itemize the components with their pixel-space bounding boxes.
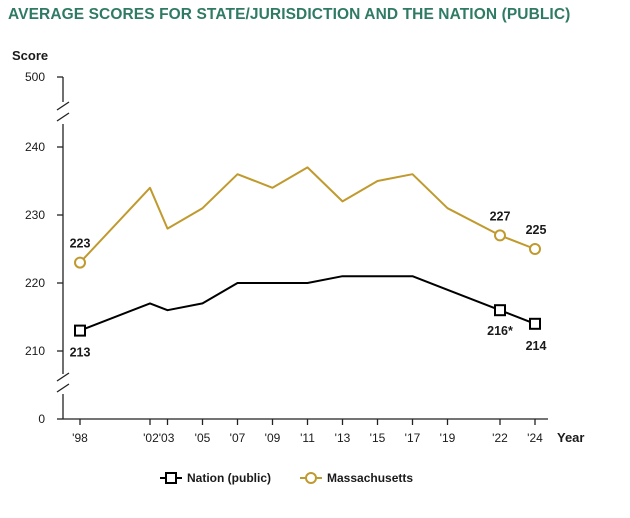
legend-nation-marker xyxy=(165,472,177,484)
x-tick-label: '02'03 xyxy=(143,431,175,445)
x-tick-label: '22 xyxy=(492,431,508,445)
y-tick-label: 230 xyxy=(25,208,45,222)
nation-marker xyxy=(494,304,506,317)
legend-massachusetts-label: Massachusetts xyxy=(327,471,413,485)
y-tick-label: 500 xyxy=(25,70,45,84)
x-tick-label: '09 xyxy=(265,431,281,445)
x-tick-label: '07 xyxy=(230,431,246,445)
x-tick-label: '98 xyxy=(72,431,88,445)
data-labels: 213 216* 214 223 227 225 xyxy=(70,209,547,359)
axis-break-mark xyxy=(56,383,70,393)
x-tick-label: '11 xyxy=(300,431,315,445)
axis-break-mark xyxy=(56,112,70,122)
axis-break-mark xyxy=(56,372,70,382)
y-axis-title: Score xyxy=(12,48,48,63)
data-label: 227 xyxy=(490,209,511,223)
nation-line xyxy=(79,275,536,332)
data-label: 223 xyxy=(70,237,91,251)
x-tick-label: '19 xyxy=(440,431,456,445)
massachusetts-marker xyxy=(529,243,541,255)
massachusetts-marker xyxy=(494,229,506,242)
y-tick-label: 220 xyxy=(25,276,45,290)
series-group xyxy=(74,166,541,337)
legend-massachusetts-marker xyxy=(305,472,317,484)
y-tick-label: 240 xyxy=(25,140,45,154)
y-tick-label: 210 xyxy=(25,344,45,358)
axes: 0 210 220 230 240 500 Score '98 '02'03 '05 '07 '09 '… xyxy=(12,48,584,445)
massachusetts-line xyxy=(79,166,536,264)
axis-break-mark xyxy=(56,101,70,111)
x-tick-label: '05 xyxy=(195,431,211,445)
x-tick-label: '13 xyxy=(335,431,351,445)
massachusetts-marker xyxy=(74,256,86,269)
data-label: 213 xyxy=(70,346,91,360)
nation-marker xyxy=(529,317,541,330)
data-label: 225 xyxy=(526,223,547,237)
legend: Nation (public) Massachusetts xyxy=(160,471,413,485)
legend-nation-label: Nation (public) xyxy=(187,471,271,485)
chart-title: AVERAGE SCORES FOR STATE/JURISDICTION AN… xyxy=(8,6,571,23)
x-axis-title: Year xyxy=(557,430,584,445)
y-tick-label: 0 xyxy=(38,412,45,426)
nation-marker xyxy=(74,324,86,337)
x-tick-label: '15 xyxy=(370,431,386,445)
x-tick-label: '24 xyxy=(527,431,543,445)
data-label: 216* xyxy=(487,324,513,338)
x-tick-label: '17 xyxy=(405,431,421,445)
data-label: 214 xyxy=(526,339,547,353)
